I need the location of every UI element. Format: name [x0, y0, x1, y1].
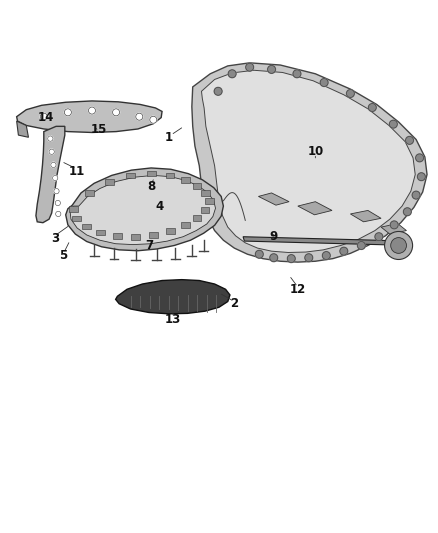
Bar: [82, 223, 91, 229]
Circle shape: [293, 70, 301, 78]
Bar: [181, 222, 190, 228]
Circle shape: [246, 63, 254, 71]
Circle shape: [255, 251, 263, 258]
Bar: [69, 206, 78, 212]
Circle shape: [287, 255, 295, 263]
Text: 4: 4: [156, 199, 164, 213]
Circle shape: [40, 113, 47, 120]
Text: 3: 3: [51, 231, 59, 245]
Polygon shape: [70, 175, 215, 245]
Bar: [147, 171, 156, 176]
Polygon shape: [36, 126, 65, 223]
Polygon shape: [66, 168, 223, 251]
Circle shape: [340, 247, 348, 255]
Bar: [105, 179, 114, 184]
Polygon shape: [298, 201, 332, 215]
Bar: [193, 215, 201, 221]
Bar: [166, 173, 174, 179]
Bar: [149, 232, 158, 238]
Circle shape: [270, 254, 278, 262]
Text: 10: 10: [307, 146, 324, 158]
Text: 15: 15: [90, 123, 107, 136]
Circle shape: [390, 221, 398, 229]
Polygon shape: [17, 101, 162, 133]
Bar: [72, 216, 81, 221]
Circle shape: [268, 66, 276, 74]
Bar: [166, 228, 175, 233]
Text: 5: 5: [60, 249, 67, 262]
Circle shape: [113, 109, 120, 116]
Circle shape: [412, 191, 420, 199]
Polygon shape: [258, 193, 289, 205]
Circle shape: [403, 208, 411, 216]
Circle shape: [385, 231, 413, 260]
Polygon shape: [243, 237, 411, 246]
Text: 14: 14: [38, 111, 54, 124]
Text: 9: 9: [270, 230, 278, 243]
Circle shape: [391, 238, 406, 253]
Circle shape: [136, 113, 143, 120]
Text: 7: 7: [145, 239, 153, 252]
Circle shape: [389, 120, 397, 128]
Polygon shape: [350, 211, 381, 222]
Text: 12: 12: [290, 283, 306, 296]
Bar: [193, 183, 201, 189]
Circle shape: [305, 254, 313, 262]
Circle shape: [214, 87, 222, 95]
Bar: [205, 198, 214, 204]
Circle shape: [51, 162, 56, 167]
Circle shape: [48, 136, 53, 141]
Text: 8: 8: [147, 180, 155, 193]
Circle shape: [417, 173, 425, 181]
Circle shape: [368, 103, 376, 111]
Circle shape: [49, 149, 54, 155]
Polygon shape: [381, 223, 406, 234]
Circle shape: [346, 90, 354, 98]
Bar: [201, 207, 209, 213]
Polygon shape: [17, 121, 28, 138]
Circle shape: [320, 78, 328, 86]
Text: 1: 1: [165, 131, 173, 144]
Bar: [201, 190, 210, 196]
Circle shape: [357, 241, 365, 249]
Circle shape: [150, 116, 157, 123]
Text: 2: 2: [230, 297, 238, 310]
Circle shape: [54, 189, 59, 194]
Bar: [131, 234, 140, 240]
Circle shape: [406, 136, 413, 144]
Text: 13: 13: [165, 313, 181, 326]
Circle shape: [375, 233, 383, 241]
Circle shape: [322, 252, 330, 260]
Polygon shape: [192, 63, 427, 262]
Bar: [85, 190, 94, 196]
Polygon shape: [116, 280, 230, 314]
Circle shape: [53, 175, 58, 181]
Circle shape: [88, 107, 95, 114]
Bar: [181, 177, 190, 183]
Circle shape: [228, 70, 236, 78]
Polygon shape: [201, 70, 415, 253]
Bar: [126, 173, 135, 179]
Circle shape: [64, 109, 71, 116]
Bar: [96, 230, 105, 236]
Circle shape: [56, 211, 61, 216]
Circle shape: [416, 154, 424, 162]
Text: 11: 11: [68, 165, 85, 177]
Bar: [113, 233, 122, 239]
Circle shape: [55, 200, 60, 206]
